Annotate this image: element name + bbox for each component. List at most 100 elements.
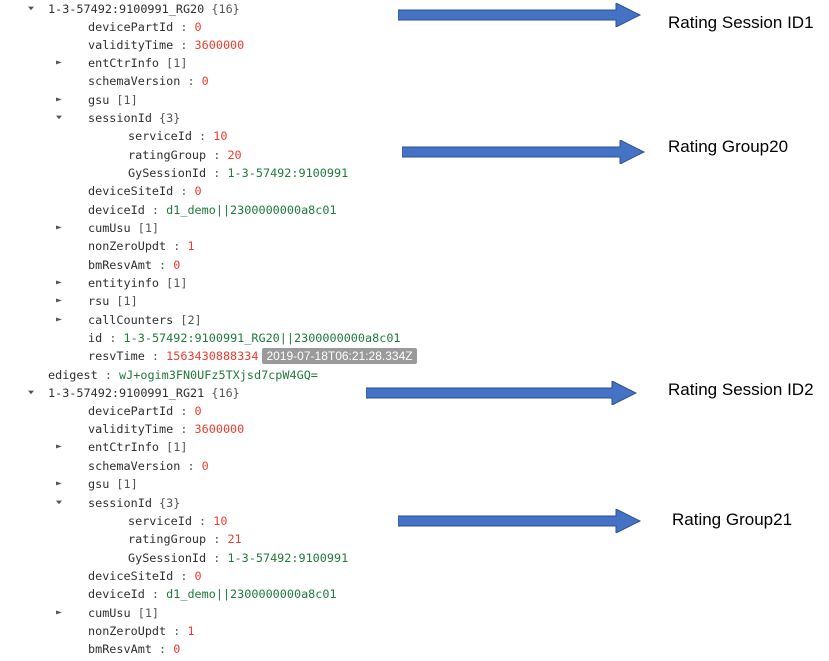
key-value-separator: :: [173, 184, 195, 198]
node-key: deviceSiteId: [88, 569, 174, 583]
key-value-separator: :: [151, 642, 174, 656]
chevron-right-icon[interactable]: ►: [56, 478, 63, 489]
chevron-right-icon[interactable]: ►: [56, 295, 63, 306]
node-key: 1-3-57492:9100991_RG21: [48, 386, 205, 400]
node-key: deviceId: [88, 203, 145, 217]
node-key: devicePartId: [88, 404, 174, 418]
key-value-separator: :: [144, 203, 167, 217]
node-key: gsu: [88, 93, 110, 107]
node-value: 21: [227, 532, 242, 546]
key-value-separator: :: [180, 74, 202, 88]
node-key: ratingGroup: [128, 532, 207, 546]
node-child-count: [1]: [130, 221, 160, 235]
node-key: schemaVersion: [88, 459, 181, 473]
annotation-label: Rating Group20: [668, 137, 789, 156]
key-value-separator: :: [206, 551, 228, 565]
node-key: serviceId: [128, 129, 192, 143]
chevron-down-icon[interactable]: ▼: [28, 5, 35, 12]
node-value: 3600000: [194, 422, 245, 436]
node-child-count: [1]: [109, 294, 138, 308]
node-key: sessionId: [88, 496, 152, 510]
node-value: 1: [187, 239, 195, 253]
key-value-separator: :: [180, 459, 202, 473]
node-value: 0: [194, 569, 202, 583]
node-key: GySessionId: [128, 551, 207, 565]
arrow-icon: [366, 381, 638, 405]
node-child-count: [1]: [109, 477, 138, 491]
node-key: gsu: [88, 477, 110, 491]
node-value: d1_demo||2300000000a8c01: [166, 203, 337, 217]
key-value-separator: :: [173, 20, 195, 34]
chevron-down-icon[interactable]: ▼: [56, 114, 63, 121]
chevron-right-icon[interactable]: ►: [56, 277, 63, 288]
key-value-separator: :: [151, 258, 174, 272]
chevron-right-icon[interactable]: ►: [56, 441, 63, 452]
key-value-separator: :: [173, 569, 195, 583]
chevron-right-icon[interactable]: ►: [56, 314, 63, 325]
node-key: deviceSiteId: [88, 184, 174, 198]
arrow-icon: [398, 509, 642, 533]
annotation-label: Rating Group21: [672, 510, 793, 529]
node-key: cumUsu: [88, 606, 131, 620]
key-value-separator: :: [102, 331, 124, 345]
node-value: wJ+ogim3FN0UFz5TXjsd7cpW4GQ=: [119, 368, 318, 382]
chevron-down-icon[interactable]: ▼: [56, 499, 63, 506]
node-value: 0: [194, 404, 202, 418]
node-key: deviceId: [88, 587, 145, 601]
node-child-count: [1]: [159, 56, 188, 70]
node-key: ratingGroup: [128, 148, 207, 162]
chevron-right-icon[interactable]: ►: [56, 57, 63, 68]
node-key: entCtrInfo: [88, 56, 160, 70]
node-key: rsu: [88, 294, 110, 308]
key-value-separator: :: [173, 404, 195, 418]
node-child-count: {3}: [151, 496, 181, 510]
node-value: 10: [213, 514, 228, 528]
node-child-count: {16}: [204, 386, 240, 400]
arrow-icon: [398, 3, 642, 27]
node-key: id: [88, 331, 103, 345]
key-value-separator: :: [206, 148, 228, 162]
node-key: entityinfo: [88, 276, 160, 290]
node-value: 1-3-57492:9100991_RG20||2300000000a8c01: [123, 331, 401, 345]
chevron-down-icon[interactable]: ▼: [28, 389, 35, 396]
node-value: d1_demo||2300000000a8c01: [166, 587, 337, 601]
node-value: 1-3-57492:9100991: [227, 551, 349, 565]
node-child-count: {16}: [204, 2, 240, 16]
annotation-label: Rating Session ID1: [668, 13, 814, 32]
node-key: bmResvAmt: [88, 642, 152, 656]
node-key: edigest: [48, 368, 98, 382]
node-child-count: [1]: [130, 606, 160, 620]
node-child-count: [1]: [159, 276, 188, 290]
node-key: schemaVersion: [88, 74, 181, 88]
node-key: validityTime: [88, 422, 174, 436]
node-value: 0: [173, 258, 181, 272]
key-value-separator: :: [191, 129, 214, 143]
node-child-count: {3}: [151, 111, 181, 125]
node-key: bmResvAmt: [88, 258, 152, 272]
chevron-right-icon[interactable]: ►: [56, 222, 63, 233]
arrow-icon: [402, 140, 646, 164]
key-value-separator: :: [166, 239, 188, 253]
node-value: 0: [201, 74, 209, 88]
key-value-separator: :: [166, 624, 188, 638]
key-value-separator: :: [173, 422, 195, 436]
chevron-right-icon[interactable]: ►: [56, 607, 63, 618]
key-value-separator: :: [144, 587, 167, 601]
key-value-separator: :: [191, 514, 214, 528]
node-value: 0: [194, 184, 202, 198]
key-value-separator: :: [144, 349, 167, 363]
node-key: sessionId: [88, 111, 152, 125]
node-value: 1-3-57492:9100991: [227, 166, 349, 180]
node-value: 10: [213, 129, 228, 143]
chevron-right-icon[interactable]: ►: [56, 94, 63, 105]
node-value: 0: [201, 459, 209, 473]
node-value: 0: [173, 642, 181, 656]
node-key: devicePartId: [88, 20, 174, 34]
node-key: nonZeroUpdt: [88, 239, 167, 253]
node-key: GySessionId: [128, 166, 207, 180]
node-value: 1563430888334: [166, 349, 259, 363]
key-value-separator: :: [173, 38, 195, 52]
node-value: 3600000: [194, 38, 245, 52]
node-key: cumUsu: [88, 221, 131, 235]
key-value-separator: :: [97, 368, 120, 382]
